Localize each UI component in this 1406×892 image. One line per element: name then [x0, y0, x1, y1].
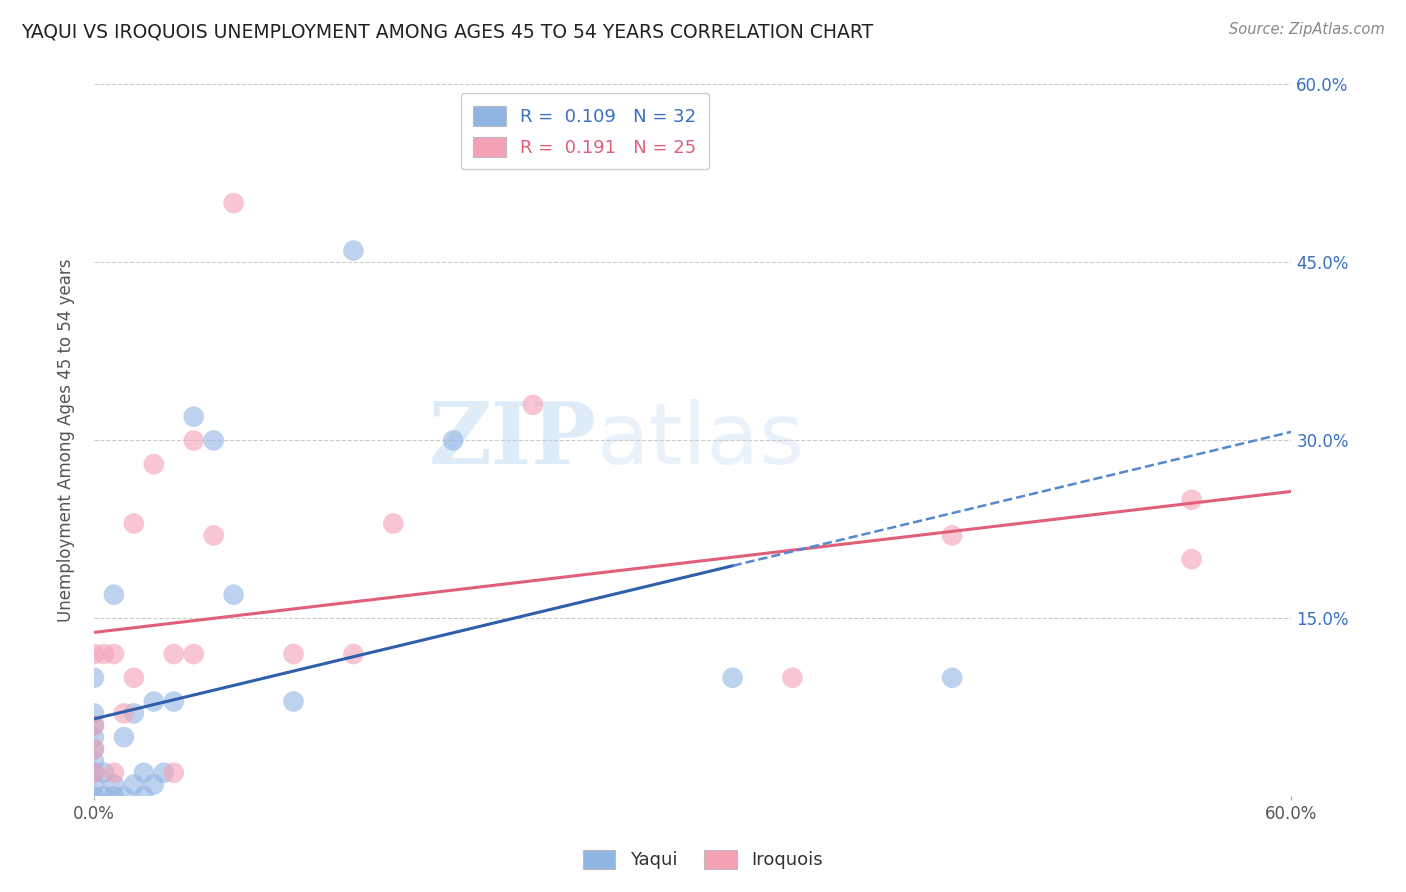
Point — [83, 671, 105, 685]
Point — [222, 196, 245, 211]
Text: YAQUI VS IROQUOIS UNEMPLOYMENT AMONG AGES 45 TO 54 YEARS CORRELATION CHART: YAQUI VS IROQUOIS UNEMPLOYMENT AMONG AGE… — [21, 22, 873, 41]
Point — [83, 765, 105, 780]
Point — [1181, 492, 1204, 507]
Point — [342, 244, 364, 258]
Point — [103, 588, 125, 602]
Point — [83, 730, 105, 744]
Point — [1181, 552, 1204, 566]
Point — [103, 647, 125, 661]
Point — [522, 398, 544, 412]
Point — [163, 647, 186, 661]
Point — [222, 588, 245, 602]
Point — [83, 706, 105, 721]
Point — [103, 789, 125, 804]
Point — [202, 434, 225, 448]
Text: ZIP: ZIP — [429, 399, 598, 483]
Point — [132, 789, 155, 804]
Legend: Yaqui, Iroquois: Yaqui, Iroquois — [574, 840, 832, 879]
Point — [342, 647, 364, 661]
Point — [132, 765, 155, 780]
Point — [183, 434, 205, 448]
Point — [93, 789, 115, 804]
Point — [183, 409, 205, 424]
Text: Source: ZipAtlas.com: Source: ZipAtlas.com — [1229, 22, 1385, 37]
Point — [112, 789, 135, 804]
Point — [721, 671, 744, 685]
Point — [152, 765, 174, 780]
Point — [112, 706, 135, 721]
Point — [941, 528, 963, 542]
Point — [83, 765, 105, 780]
Point — [163, 694, 186, 708]
Point — [441, 434, 464, 448]
Point — [283, 694, 305, 708]
Point — [83, 718, 105, 732]
Point — [83, 742, 105, 756]
Point — [941, 671, 963, 685]
Point — [103, 765, 125, 780]
Point — [183, 647, 205, 661]
Point — [122, 671, 145, 685]
Point — [122, 516, 145, 531]
Point — [112, 730, 135, 744]
Y-axis label: Unemployment Among Ages 45 to 54 years: Unemployment Among Ages 45 to 54 years — [58, 259, 75, 623]
Point — [83, 718, 105, 732]
Point — [83, 778, 105, 792]
Legend: R =  0.109   N = 32, R =  0.191   N = 25: R = 0.109 N = 32, R = 0.191 N = 25 — [461, 94, 709, 169]
Point — [83, 647, 105, 661]
Point — [283, 647, 305, 661]
Point — [202, 528, 225, 542]
Point — [142, 457, 165, 471]
Point — [122, 706, 145, 721]
Point — [122, 778, 145, 792]
Point — [142, 778, 165, 792]
Point — [103, 778, 125, 792]
Point — [163, 765, 186, 780]
Point — [382, 516, 405, 531]
Point — [93, 647, 115, 661]
Text: atlas: atlas — [598, 399, 804, 482]
Point — [83, 789, 105, 804]
Point — [782, 671, 804, 685]
Point — [83, 754, 105, 768]
Point — [93, 765, 115, 780]
Point — [142, 694, 165, 708]
Point — [83, 742, 105, 756]
